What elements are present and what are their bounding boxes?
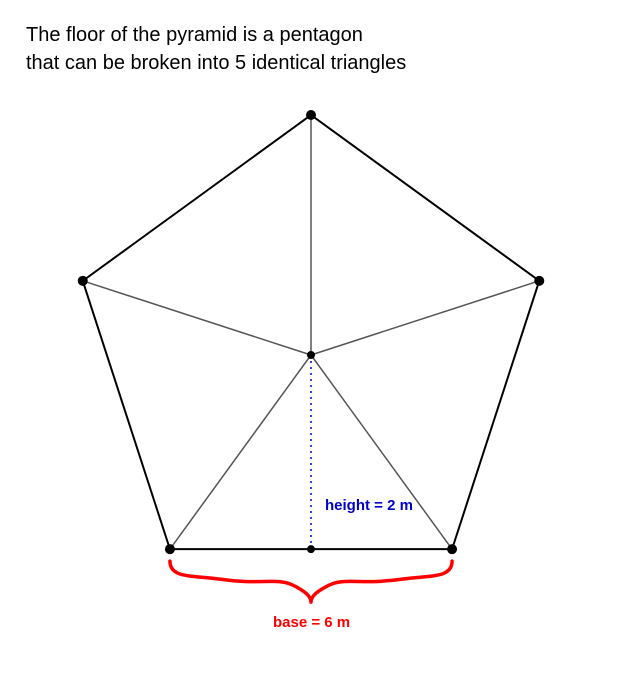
height-label: height = 2 m: [325, 497, 413, 514]
vertex-dot: [78, 276, 88, 286]
vertex-dot: [165, 544, 175, 554]
diagonal-line: [311, 355, 452, 549]
vertex-dot: [447, 544, 457, 554]
vertex-dot: [306, 110, 316, 120]
center-dot: [307, 351, 315, 359]
base-label: base = 6 m: [273, 614, 350, 631]
diagonal-line: [311, 281, 539, 355]
vertex-dot: [534, 276, 544, 286]
diagonal-line: [170, 355, 311, 549]
base-brace: [170, 561, 452, 602]
diagonal-line: [83, 281, 311, 355]
base-midpoint-dot: [307, 545, 315, 553]
pentagon-diagram: [0, 0, 618, 692]
